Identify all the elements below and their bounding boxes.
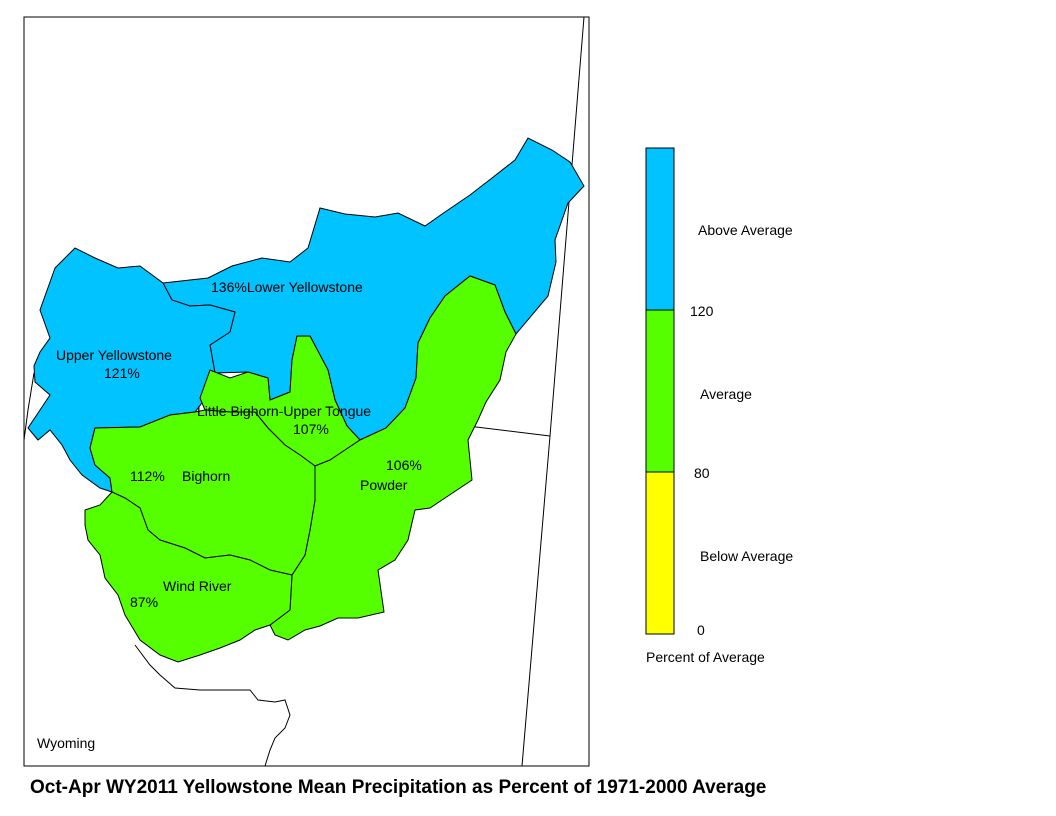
basin-label-upper-yellowstone: Upper Yellowstone	[56, 347, 172, 363]
basin-label-little-bighorn-upper-tongue: Little Bighorn-Upper Tongue	[197, 403, 371, 419]
basin-percent-powder: 106%	[386, 457, 422, 473]
basin-percent-little-bighorn-upper-tongue: 107%	[293, 421, 329, 437]
legend-break-80: 80	[694, 465, 710, 481]
legend-swatch-above	[645, 147, 675, 311]
state-label-wyoming: Wyoming	[37, 735, 95, 751]
figure-title: Oct-Apr WY2011 Yellowstone Mean Precipit…	[30, 777, 766, 798]
legend: Above Average Average Below Average 120 …	[645, 147, 793, 665]
state-boundary-west	[23, 372, 35, 441]
basin-percent-upper-yellowstone: 121%	[104, 365, 140, 381]
legend-label-above: Above Average	[698, 222, 793, 238]
legend-swatch-average	[645, 309, 675, 473]
legend-label-below: Below Average	[700, 548, 793, 564]
legend-title: Percent of Average	[646, 649, 765, 665]
basin-percent-bighorn: 112%	[130, 468, 165, 484]
basin-label-lower-yellowstone: 136%Lower Yellowstone	[211, 279, 363, 295]
legend-swatch-below	[645, 471, 675, 635]
basin-label-wind-river: Wind River	[163, 578, 232, 594]
legend-break-0: 0	[697, 622, 705, 638]
legend-label-average: Average	[700, 386, 752, 402]
basin-label-bighorn: Bighorn	[182, 468, 230, 484]
basin-percent-wind-river: 87%	[130, 594, 158, 610]
basin-label-powder: Powder	[360, 477, 408, 493]
legend-break-120: 120	[690, 303, 714, 319]
boundary-line-south	[134, 644, 291, 767]
basin-wind-river[interactable]	[84, 491, 293, 663]
